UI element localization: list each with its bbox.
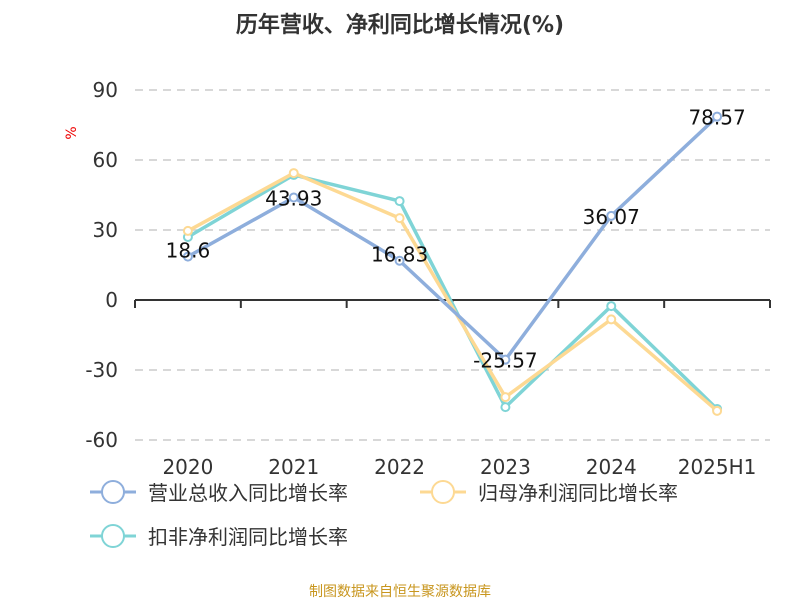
- data-point: [394, 213, 405, 224]
- data-point: [606, 314, 617, 325]
- legend-label[interactable]: 营业总收入同比增长率: [148, 481, 348, 505]
- x-tick-label: 2021: [268, 455, 319, 479]
- data-label: 78.57: [688, 106, 745, 130]
- series-line: [187, 171, 719, 413]
- y-tick-label: 60: [93, 148, 118, 172]
- x-tick-label: 2024: [586, 455, 637, 479]
- legend-label[interactable]: 扣非净利润同比增长率: [148, 525, 348, 549]
- y-tick-label: 30: [93, 218, 118, 242]
- data-point: [500, 392, 511, 403]
- data-point: [394, 255, 405, 266]
- data-point: [182, 251, 193, 262]
- data-point: [712, 405, 723, 416]
- data-point: [606, 301, 617, 312]
- data-label: 16.83: [371, 243, 428, 267]
- x-tick-label: 2023: [480, 455, 531, 479]
- data-label: 18.6: [166, 239, 211, 263]
- legend-marker-icon[interactable]: [101, 480, 125, 504]
- x-tick-label: 2020: [162, 455, 213, 479]
- data-point: [606, 210, 617, 221]
- data-point: [394, 196, 405, 207]
- y-tick-label: -60: [85, 428, 118, 452]
- data-point: [500, 354, 511, 365]
- data-point: [712, 111, 723, 122]
- data-label: -25.57: [473, 349, 537, 373]
- data-label: 36.07: [583, 205, 640, 229]
- legend-marker-icon[interactable]: [431, 480, 455, 504]
- series-line: [187, 173, 719, 411]
- y-tick-label: -30: [85, 358, 118, 382]
- chart-title: 历年营收、净利同比增长情况(%): [236, 12, 564, 38]
- y-axis-label: %: [64, 126, 80, 139]
- data-label: 43.93: [265, 186, 322, 210]
- data-point: [288, 192, 299, 203]
- data-point: [288, 168, 299, 179]
- data-point: [500, 402, 511, 413]
- y-tick-label: 0: [105, 288, 118, 312]
- source-note: 制图数据来自恒生聚源数据库: [309, 584, 491, 600]
- series-line: [187, 115, 719, 363]
- x-tick-label: 2025H1: [678, 455, 757, 479]
- y-tick-label: 90: [93, 78, 118, 102]
- legend-label[interactable]: 归母净利润同比增长率: [478, 481, 678, 505]
- data-point: [182, 225, 193, 236]
- legend-marker-icon[interactable]: [101, 524, 125, 548]
- x-tick-label: 2022: [374, 455, 425, 479]
